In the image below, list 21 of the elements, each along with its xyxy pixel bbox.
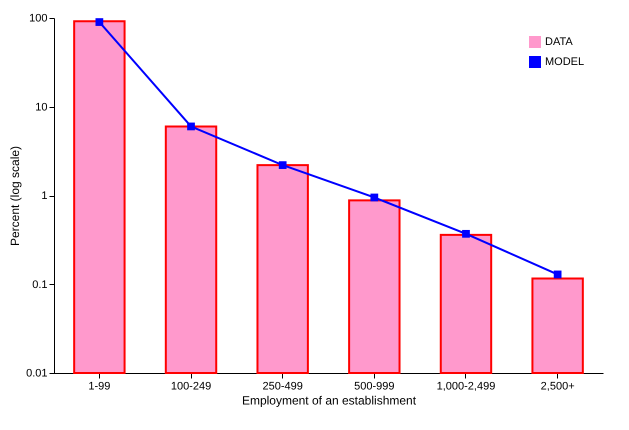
x-tick-label: 2,500+: [540, 380, 575, 392]
x-tick-label: 250-499: [262, 380, 303, 392]
y-tick-label: 1: [41, 190, 48, 202]
x-tick-label: 1-99: [88, 380, 110, 392]
x-tick-label: 1,000-2,499: [436, 380, 496, 392]
y-tick-label: 0.01: [26, 368, 48, 380]
x-tick-label: 100-249: [170, 380, 212, 392]
x-tick-label: 500-999: [354, 380, 395, 392]
point: [187, 122, 195, 130]
y-tick-label: 10: [35, 101, 48, 114]
point: [370, 194, 378, 202]
legend-label: DATA: [545, 36, 574, 48]
point: [462, 230, 470, 238]
y-axis-title: Percent (log scale): [8, 146, 22, 246]
y-tick-label: 0.1: [32, 278, 48, 291]
legend-label: MODEL: [545, 56, 584, 68]
x-axis-title: Employment of an establishment: [242, 394, 417, 408]
point: [95, 18, 104, 26]
point: [554, 270, 562, 278]
point: [278, 161, 287, 169]
y-tick-label: 100: [29, 12, 48, 24]
